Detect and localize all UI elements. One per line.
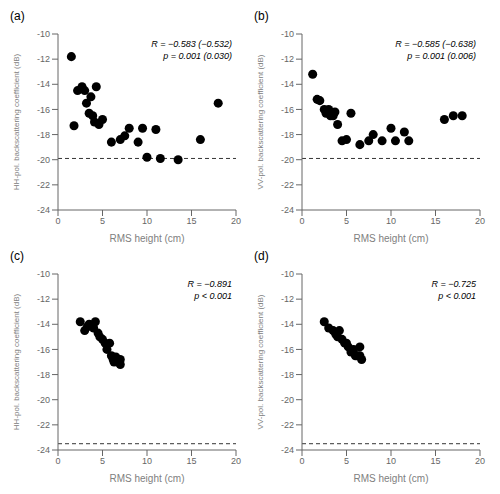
svg-text:-20: -20 xyxy=(37,395,50,405)
svg-text:-10: -10 xyxy=(281,269,294,279)
svg-text:5: 5 xyxy=(100,216,105,226)
svg-text:-16: -16 xyxy=(281,105,294,115)
svg-text:-22: -22 xyxy=(37,420,50,430)
svg-text:-16: -16 xyxy=(281,345,294,355)
svg-text:-12: -12 xyxy=(281,54,294,64)
svg-text:-24: -24 xyxy=(281,205,294,215)
svg-text:RMS height (cm): RMS height (cm) xyxy=(109,233,184,244)
html-text:p = 0.001 (0.006): p = 0.001 (0.006) xyxy=(407,51,476,61)
svg-text:-14: -14 xyxy=(37,79,50,89)
svg-text:10: 10 xyxy=(142,456,152,466)
html-text:p = 0.001 (0.030): p = 0.001 (0.030) xyxy=(163,51,232,61)
svg-text:20: 20 xyxy=(475,216,485,226)
svg-text:20: 20 xyxy=(231,456,241,466)
svg-text:RMS height (cm): RMS height (cm) xyxy=(109,473,184,484)
svg-text:-18: -18 xyxy=(281,370,294,380)
html-text:(c): (c) xyxy=(10,249,24,263)
svg-text:-12: -12 xyxy=(281,294,294,304)
html-text:p < 0.001: p < 0.001 xyxy=(194,291,232,301)
svg-text:HH-pol. backscattering coeffic: HH-pol. backscattering coefficient (dB) xyxy=(12,53,21,190)
svg-text:0: 0 xyxy=(299,216,304,226)
svg-text:0: 0 xyxy=(55,456,60,466)
svg-text:-20: -20 xyxy=(281,155,294,165)
svg-text:RMS height (cm): RMS height (cm) xyxy=(353,233,428,244)
svg-text:5: 5 xyxy=(344,216,349,226)
svg-text:RMS height (cm): RMS height (cm) xyxy=(353,473,428,484)
svg-text:-24: -24 xyxy=(281,445,294,455)
html-text:R = −0.891: R = −0.891 xyxy=(187,279,232,289)
svg-text:HH-pol. backscattering coeffic: HH-pol. backscattering coefficient (dB) xyxy=(12,293,21,430)
svg-text:-14: -14 xyxy=(37,319,50,329)
svg-text:-18: -18 xyxy=(37,130,50,140)
svg-text:-22: -22 xyxy=(281,180,294,190)
svg-text:-22: -22 xyxy=(281,420,294,430)
svg-text:-12: -12 xyxy=(37,54,50,64)
svg-text:10: 10 xyxy=(142,216,152,226)
svg-text:15: 15 xyxy=(430,216,440,226)
svg-text:-20: -20 xyxy=(37,155,50,165)
svg-text:0: 0 xyxy=(55,216,60,226)
svg-text:10: 10 xyxy=(386,456,396,466)
svg-text:-20: -20 xyxy=(281,395,294,405)
svg-text:20: 20 xyxy=(475,456,485,466)
html-text:R = −0.585 (−0.638): R = −0.585 (−0.638) xyxy=(395,39,476,49)
svg-text:-12: -12 xyxy=(37,294,50,304)
svg-text:-16: -16 xyxy=(37,105,50,115)
svg-text:-24: -24 xyxy=(37,205,50,215)
svg-text:-14: -14 xyxy=(281,79,294,89)
html-text:(d): (d) xyxy=(254,249,269,263)
svg-text:10: 10 xyxy=(386,216,396,226)
svg-text:VV-pol. backscattering coeffic: VV-pol. backscattering coefficient (dB) xyxy=(256,294,265,429)
svg-text:-18: -18 xyxy=(37,370,50,380)
svg-text:-22: -22 xyxy=(37,180,50,190)
svg-text:15: 15 xyxy=(430,456,440,466)
svg-text:-14: -14 xyxy=(281,319,294,329)
svg-text:VV-pol. backscattering coeffic: VV-pol. backscattering coefficient (dB) xyxy=(256,54,265,189)
svg-text:20: 20 xyxy=(231,216,241,226)
svg-text:-10: -10 xyxy=(37,29,50,39)
svg-text:5: 5 xyxy=(100,456,105,466)
svg-text:15: 15 xyxy=(186,216,196,226)
svg-text:-10: -10 xyxy=(281,29,294,39)
svg-text:-24: -24 xyxy=(37,445,50,455)
svg-text:-16: -16 xyxy=(37,345,50,355)
html-text:(a): (a) xyxy=(10,9,25,23)
svg-text:0: 0 xyxy=(299,456,304,466)
svg-text:15: 15 xyxy=(186,456,196,466)
html-text:(b): (b) xyxy=(254,9,269,23)
html-text:p < 0.001: p < 0.001 xyxy=(438,291,476,301)
svg-text:-18: -18 xyxy=(281,130,294,140)
svg-text:5: 5 xyxy=(344,456,349,466)
html-text:R = −0.583 (−0.532): R = −0.583 (−0.532) xyxy=(151,39,232,49)
html-text:R = −0.725: R = −0.725 xyxy=(431,279,476,289)
svg-text:-10: -10 xyxy=(37,269,50,279)
